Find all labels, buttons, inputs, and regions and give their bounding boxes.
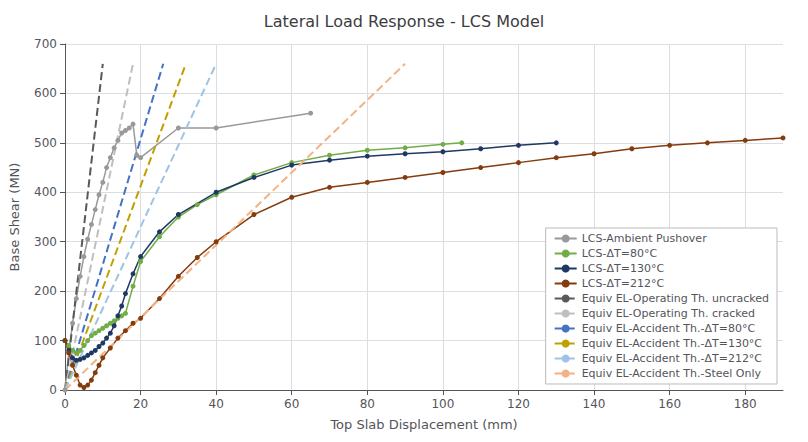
svg-text:LCS-ΔT=212°C: LCS-ΔT=212°C	[582, 277, 665, 290]
svg-text:Equiv EL-Accident Th.-Steel On: Equiv EL-Accident Th.-Steel Only	[582, 367, 762, 380]
svg-text:120: 120	[507, 397, 530, 411]
svg-text:Equiv EL-Operating Th. cracked: Equiv EL-Operating Th. cracked	[582, 307, 755, 320]
svg-text:140: 140	[583, 397, 606, 411]
svg-text:Equiv EL-Accident Th.-ΔT=80°C: Equiv EL-Accident Th.-ΔT=80°C	[582, 322, 756, 335]
svg-text:LCS-ΔT=130°C: LCS-ΔT=130°C	[582, 262, 665, 275]
svg-text:100: 100	[34, 334, 57, 348]
svg-text:200: 200	[34, 284, 57, 298]
svg-text:600: 600	[34, 86, 57, 100]
svg-text:Equiv EL-Accident Th.-ΔT=212°C: Equiv EL-Accident Th.-ΔT=212°C	[582, 352, 763, 365]
svg-text:80: 80	[360, 397, 375, 411]
svg-text:Top Slab Displacement (mm): Top Slab Displacement (mm)	[329, 417, 517, 432]
svg-text:160: 160	[658, 397, 681, 411]
svg-text:Equiv EL-Accident Th.-ΔT=130°C: Equiv EL-Accident Th.-ΔT=130°C	[582, 337, 763, 350]
svg-text:20: 20	[133, 397, 148, 411]
svg-text:500: 500	[34, 136, 57, 150]
svg-text:400: 400	[34, 185, 57, 199]
svg-text:LCS-Ambient Pushover: LCS-Ambient Pushover	[582, 232, 707, 245]
svg-text:0: 0	[49, 383, 57, 397]
svg-text:180: 180	[734, 397, 757, 411]
svg-text:LCS-ΔT=80°C: LCS-ΔT=80°C	[582, 247, 658, 260]
svg-text:0: 0	[61, 397, 69, 411]
svg-text:100: 100	[431, 397, 454, 411]
svg-text:Lateral Load Response - LCS Mo: Lateral Load Response - LCS Model	[264, 12, 544, 31]
svg-text:300: 300	[34, 235, 57, 249]
svg-text:700: 700	[34, 37, 57, 51]
svg-text:40: 40	[209, 397, 224, 411]
svg-text:Base Shear (MN): Base Shear (MN)	[7, 163, 22, 272]
svg-text:Equiv EL-Operating Th. uncrack: Equiv EL-Operating Th. uncracked	[582, 292, 769, 305]
svg-text:60: 60	[284, 397, 299, 411]
